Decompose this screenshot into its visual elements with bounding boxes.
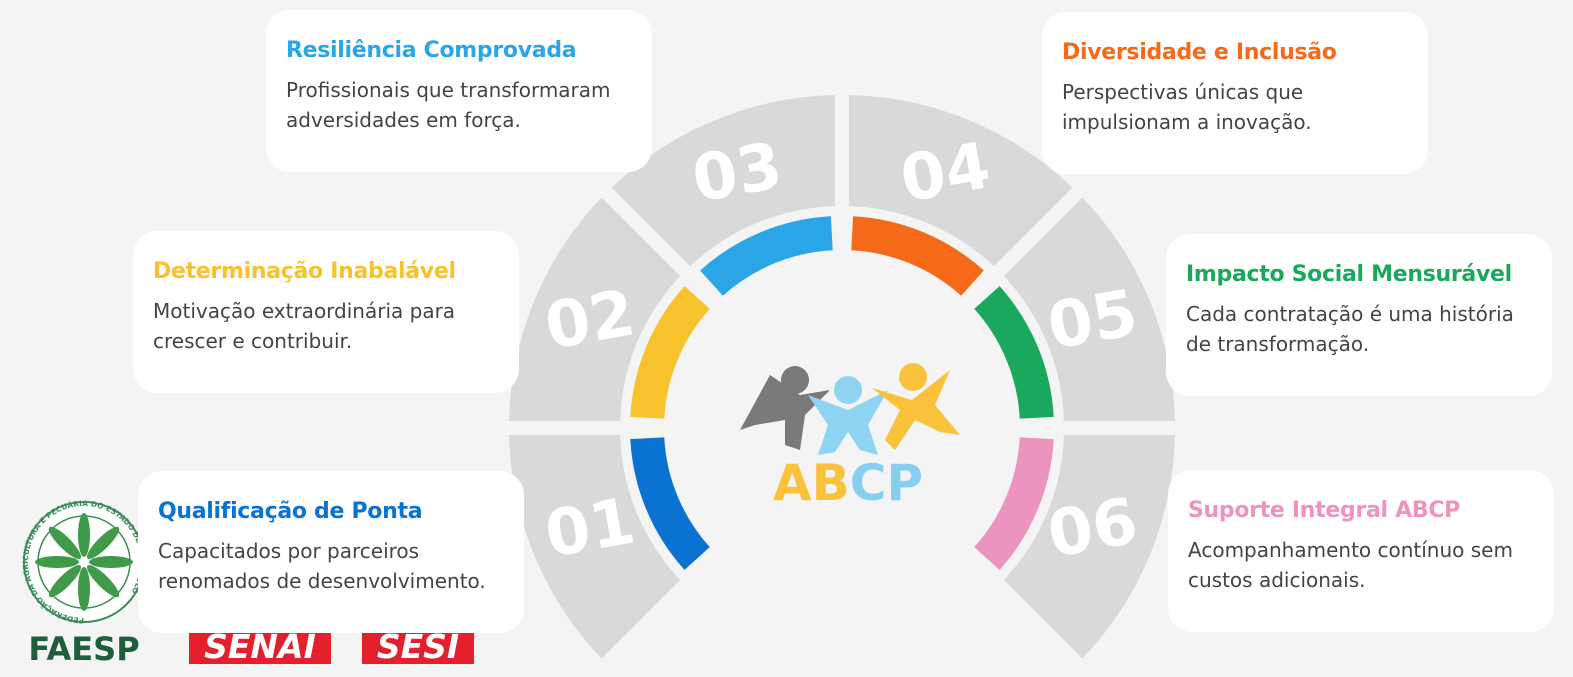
card: Suporte Integral ABCP Acompanhamento cont… [1168,470,1554,632]
segment-number: 03 [687,129,788,217]
segment-number: 04 [895,129,996,217]
figure [899,363,927,391]
faesp-text: FAESP [28,630,139,668]
segment-number: 01 [540,485,641,573]
figure [808,390,888,455]
card: Qualificação de Ponta Capacitados por par… [138,471,524,633]
card-description: Capacitados por parceiros renomados de d… [158,539,486,593]
senai-box [189,628,331,664]
card-title: Diversidade e Inclusão [1062,40,1337,65]
card-title: Qualificação de Ponta [158,499,423,524]
segment-number: 05 [1042,276,1143,364]
leaf [35,556,79,568]
sesi-text: SESI [377,627,459,666]
card-title: Suporte Integral ABCP [1188,498,1461,523]
leaf [78,567,90,611]
abcp-logo [740,363,960,455]
card: Diversidade e Inclusão Perspectivas única… [1042,12,1428,174]
card-title: Impacto Social Mensurável [1186,262,1512,287]
card-title: Resiliência Comprovada [286,38,577,63]
leaf [48,526,82,560]
card-description: Motivação extraordinária para crescer e … [153,299,456,353]
color-arc [851,216,984,296]
card-title: Determinação Inabalável [153,259,456,284]
leaf [89,556,133,568]
color-arc [630,437,710,570]
senai-text: SENAI [204,627,316,666]
card: Determinação Inabalável Motivação extraor… [133,231,519,393]
color-arc [700,216,833,296]
figure [740,375,830,450]
card: Impacto Social Mensurável Cada contrataçã… [1166,234,1552,396]
figure [834,376,862,404]
color-arc [974,286,1054,419]
card: Resiliência Comprovada Profissionais que … [266,10,652,172]
card-description: Profissionais que transformaram adversid… [286,78,611,132]
leaf [86,564,120,598]
leaf [86,526,120,560]
abcp-text: ABCP [773,454,923,512]
leaf [78,513,90,557]
segment-number: 06 [1042,485,1143,573]
card-description: Cada contratação é uma história de trans… [1186,302,1514,356]
sesi-box [362,628,474,664]
color-arc [630,286,710,419]
leaf [48,564,82,598]
figure [872,370,960,450]
card-description: Perspectivas únicas que impulsionam a in… [1062,80,1312,134]
color-arc [974,437,1054,570]
segment-number: 02 [540,276,641,364]
card-description: Acompanhamento contínuo sem custos adici… [1188,538,1513,592]
